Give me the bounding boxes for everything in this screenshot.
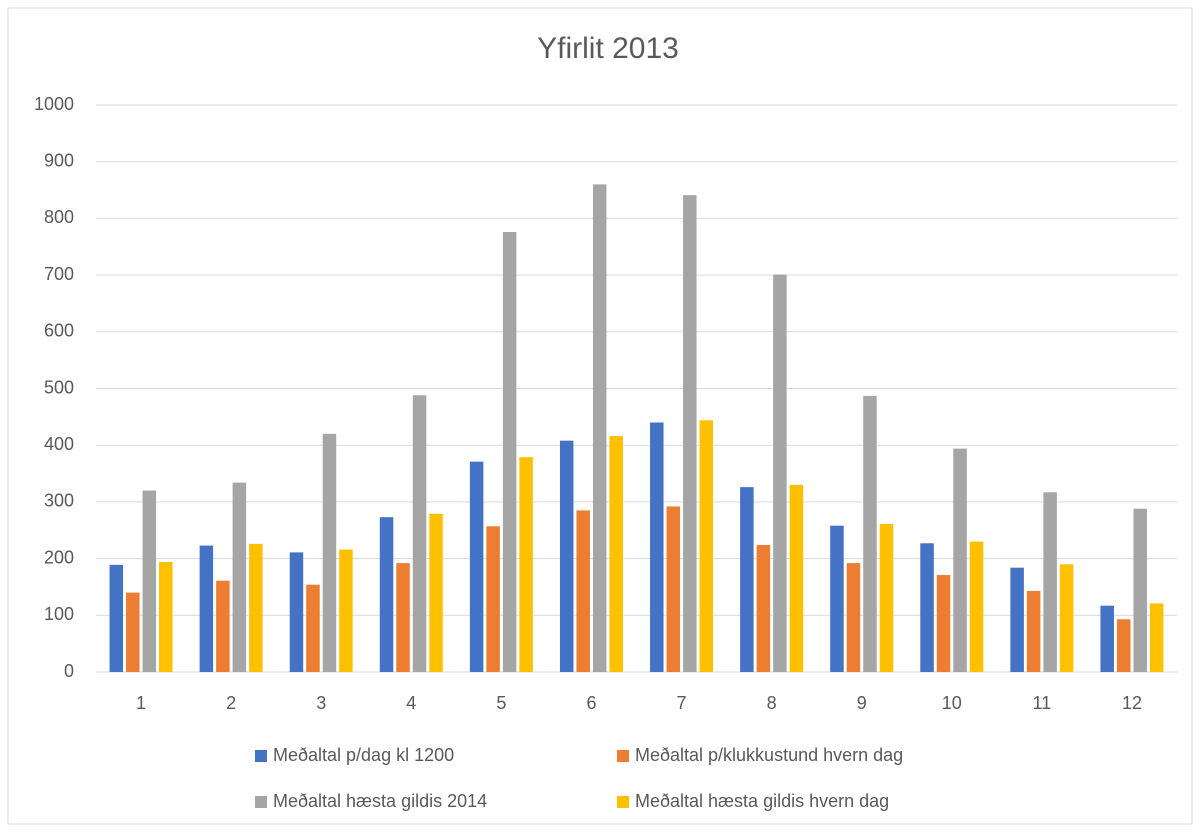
bar — [379, 517, 394, 672]
bar — [232, 482, 247, 672]
bar — [699, 420, 714, 672]
x-tick-label: 6 — [586, 693, 596, 713]
y-tick-label: 1000 — [34, 94, 74, 114]
bar — [412, 395, 427, 672]
bar — [863, 395, 877, 672]
bar — [1133, 508, 1147, 672]
bar — [683, 195, 697, 672]
bar — [740, 487, 754, 672]
bar — [216, 580, 230, 672]
y-tick-label: 500 — [44, 377, 74, 397]
bar — [756, 544, 771, 672]
bar — [502, 232, 517, 672]
legend-label: Meðaltal hæsta gildis 2014 — [273, 791, 487, 811]
bar — [486, 526, 500, 672]
y-tick-label: 400 — [44, 434, 74, 454]
bar — [249, 543, 263, 672]
bar — [830, 525, 844, 672]
bar — [879, 524, 894, 672]
legend-label: Meðaltal p/klukkustund hvern dag — [635, 745, 903, 765]
x-tick-label: 12 — [1122, 693, 1142, 713]
x-tick-label: 2 — [226, 693, 236, 713]
x-tick-label: 11 — [1033, 693, 1052, 713]
bar — [936, 575, 951, 672]
x-tick-label: 1 — [136, 693, 146, 713]
bar — [126, 592, 140, 672]
bar — [142, 490, 157, 672]
x-tick-label: 8 — [767, 693, 777, 713]
y-tick-label: 900 — [44, 150, 74, 170]
bar — [773, 274, 787, 672]
x-tick-label: 5 — [496, 693, 506, 713]
bar — [289, 552, 304, 672]
bar — [339, 549, 353, 672]
y-tick-label: 200 — [44, 547, 74, 567]
x-tick-label: 10 — [942, 693, 962, 713]
bar — [969, 541, 984, 672]
legend-swatch — [617, 796, 629, 808]
legend-swatch — [617, 750, 629, 762]
legend-swatch — [255, 750, 267, 762]
bar — [846, 563, 861, 672]
bar — [199, 545, 214, 672]
x-tick-label: 9 — [857, 693, 867, 713]
x-tick-label: 4 — [406, 693, 416, 713]
legend-swatch — [255, 796, 267, 808]
y-tick-label: 0 — [64, 661, 74, 681]
bar — [1100, 605, 1114, 672]
bar — [519, 457, 533, 672]
legend-label: Meðaltal p/dag kl 1200 — [273, 745, 454, 765]
bar — [322, 433, 337, 672]
bar — [159, 562, 173, 672]
y-tick-label: 600 — [44, 321, 74, 341]
bar — [1059, 564, 1074, 672]
bar — [920, 543, 934, 672]
bar — [396, 563, 410, 672]
y-tick-label: 700 — [44, 264, 74, 284]
bar — [469, 461, 484, 672]
bar — [1043, 492, 1057, 672]
legend-label: Meðaltal hæsta gildis hvern dag — [635, 791, 889, 811]
bar — [429, 513, 443, 672]
bar — [306, 584, 320, 672]
x-tick-label: 7 — [677, 693, 687, 713]
y-tick-label: 100 — [44, 604, 74, 624]
bar — [1116, 619, 1131, 672]
bar — [1010, 567, 1024, 672]
bar — [1026, 590, 1041, 672]
bar — [609, 436, 623, 672]
bar — [592, 184, 607, 672]
bar — [109, 564, 124, 672]
chart-title: Yfirlit 2013 — [537, 32, 679, 65]
bar — [576, 510, 590, 672]
x-tick-label: 3 — [316, 693, 326, 713]
bar — [650, 422, 664, 672]
bar — [1149, 603, 1164, 672]
y-tick-label: 800 — [44, 207, 74, 227]
bar — [666, 506, 681, 672]
bar — [953, 448, 967, 672]
bar — [559, 440, 574, 672]
y-tick-label: 300 — [44, 491, 74, 511]
bar — [789, 484, 804, 672]
